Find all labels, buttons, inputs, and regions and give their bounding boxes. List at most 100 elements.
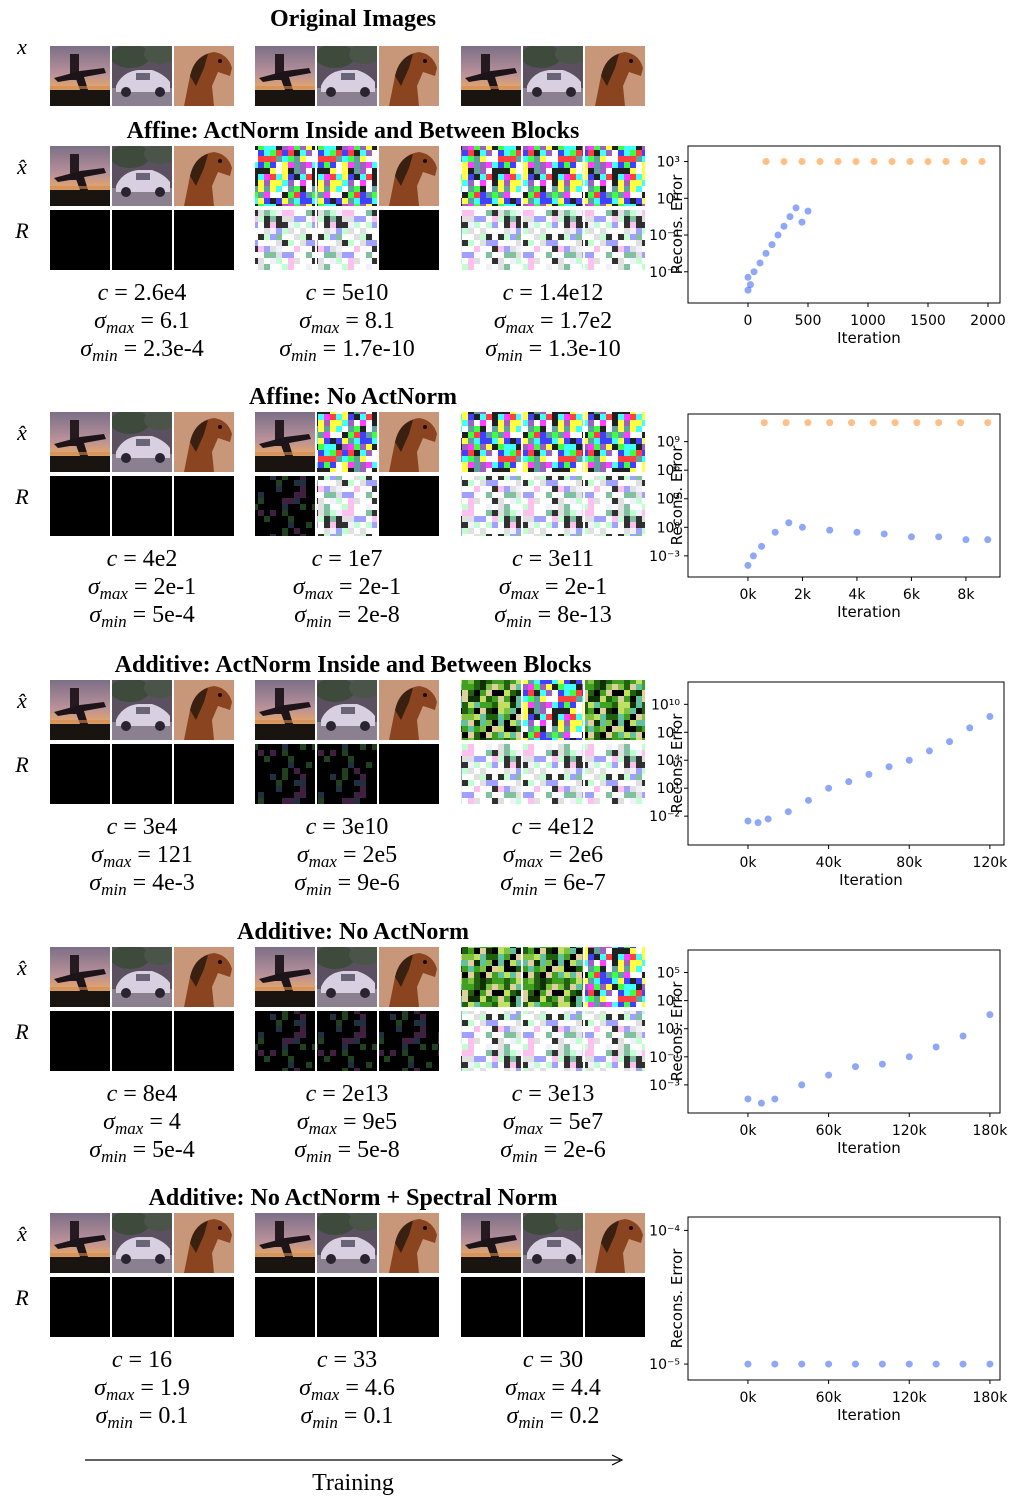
- data-point: [946, 738, 953, 745]
- stat-line: σmin= 1.3e-10: [485, 336, 621, 365]
- stat-line: σmin= 0.2: [507, 1403, 600, 1432]
- stat-value: = 2e-8: [338, 602, 400, 628]
- stat-symbol: c: [512, 814, 523, 840]
- stat-line: c= 30: [523, 1347, 583, 1373]
- data-point: [835, 158, 842, 165]
- data-point: [765, 815, 772, 822]
- stat-line: c= 2.6e4: [98, 280, 187, 306]
- stat-value: = 0.1: [344, 1403, 394, 1429]
- stat-line: σmin= 5e-4: [89, 1137, 195, 1166]
- stat-symbol: c: [107, 546, 118, 572]
- data-point: [775, 232, 782, 239]
- image-cell: [585, 680, 645, 740]
- data-point: [825, 1361, 832, 1368]
- stat-value: = 8e-13: [538, 602, 612, 628]
- stat-subscript: max: [506, 318, 535, 337]
- data-point: [962, 536, 969, 543]
- data-point: [907, 158, 914, 165]
- stat-line: σmax= 5e7: [503, 1109, 603, 1138]
- image-cell: [50, 1277, 110, 1337]
- stat-symbol: c: [107, 814, 118, 840]
- stat-line: c= 4e2: [107, 546, 178, 572]
- data-point: [957, 419, 964, 426]
- stat-line: σmin= 2e-6: [500, 1137, 606, 1166]
- stat-value: = 1e7: [328, 546, 382, 572]
- y-tick-label: 10¹⁰: [651, 697, 680, 713]
- image-cell: [379, 146, 439, 206]
- stat-line: c= 3e13: [512, 1081, 595, 1107]
- image-cell: [315, 945, 381, 1007]
- x-tick-label: 60k: [816, 1123, 843, 1139]
- image-cell: [110, 144, 176, 206]
- data-point: [889, 158, 896, 165]
- stat-subscript: min: [306, 1147, 332, 1166]
- image-cell: [523, 680, 583, 740]
- stat-symbol: c: [503, 280, 514, 306]
- row-label: R: [14, 218, 29, 243]
- image-cell: [174, 1277, 234, 1337]
- image-cell: [317, 744, 377, 804]
- data-point: [805, 797, 812, 804]
- data-point: [848, 419, 855, 426]
- data-point: [865, 771, 872, 778]
- x-tick-label: 120k: [892, 1123, 928, 1139]
- x-tick-label: 2k: [794, 587, 812, 603]
- stat-subscript: max: [515, 1119, 544, 1138]
- data-point: [845, 778, 852, 785]
- stat-value: = 2e-1: [339, 574, 401, 600]
- stat-subscript: min: [512, 880, 538, 899]
- stat-line: c= 1e7: [312, 546, 383, 572]
- image-cell: [461, 1011, 521, 1071]
- x-tick-label: 120k: [972, 855, 1008, 871]
- image-cell: [379, 680, 439, 740]
- data-point: [879, 1061, 886, 1068]
- image-cell: [50, 1213, 110, 1273]
- image-cell: [255, 46, 315, 106]
- row-label: x̂: [16, 154, 27, 179]
- y-axis-title: Recons. Error: [668, 981, 686, 1082]
- x-tick-label: 8k: [957, 587, 975, 603]
- data-point: [881, 530, 888, 537]
- image-cell: [174, 146, 234, 206]
- x-tick-label: 2000: [970, 313, 1006, 329]
- section-title: Additive: No ActNorm: [237, 919, 469, 945]
- row-label: R: [14, 1019, 29, 1044]
- image-cell: [255, 1277, 315, 1337]
- x-tick-label: 0k: [739, 1390, 757, 1406]
- data-point: [906, 1053, 913, 1060]
- x-axis-title: Iteration: [837, 329, 901, 347]
- stat-symbol: c: [98, 280, 109, 306]
- image-cell: [255, 680, 315, 740]
- stat-subscript: max: [311, 318, 340, 337]
- image-cell: [174, 1011, 234, 1071]
- stat-subscript: max: [106, 1385, 135, 1404]
- data-point: [825, 1072, 832, 1079]
- image-cell: [461, 476, 521, 536]
- image-cell: [315, 1211, 381, 1273]
- stat-subscript: min: [291, 346, 317, 365]
- data-point: [772, 529, 779, 536]
- stat-value: = 5e-4: [133, 1137, 195, 1163]
- stat-value: = 9e5: [343, 1109, 397, 1135]
- data-point: [805, 208, 812, 215]
- data-point: [979, 158, 986, 165]
- data-point: [966, 724, 973, 731]
- y-tick-label: 10⁻³: [649, 549, 680, 565]
- page: { "original": {"title": "Original Images…: [0, 0, 1012, 1496]
- data-point: [853, 158, 860, 165]
- stat-value: = 5e-8: [338, 1137, 400, 1163]
- section-title: Additive: ActNorm Inside and Between Blo…: [115, 652, 592, 678]
- image-cell: [585, 412, 645, 472]
- image-cell: [50, 210, 110, 270]
- stat-symbol: c: [306, 280, 317, 306]
- stat-line: σmin= 5e-8: [294, 1137, 400, 1166]
- data-point: [879, 1361, 886, 1368]
- stat-value: = 9e-6: [338, 870, 400, 896]
- plot-frame: [688, 146, 1000, 303]
- stat-line: c= 33: [317, 1347, 377, 1373]
- image-cell: [110, 1211, 176, 1273]
- stat-line: σmax= 6.1: [94, 308, 190, 337]
- data-point: [984, 419, 991, 426]
- y-tick-label: 10⁻⁴: [649, 1223, 680, 1239]
- stat-symbol: c: [306, 814, 317, 840]
